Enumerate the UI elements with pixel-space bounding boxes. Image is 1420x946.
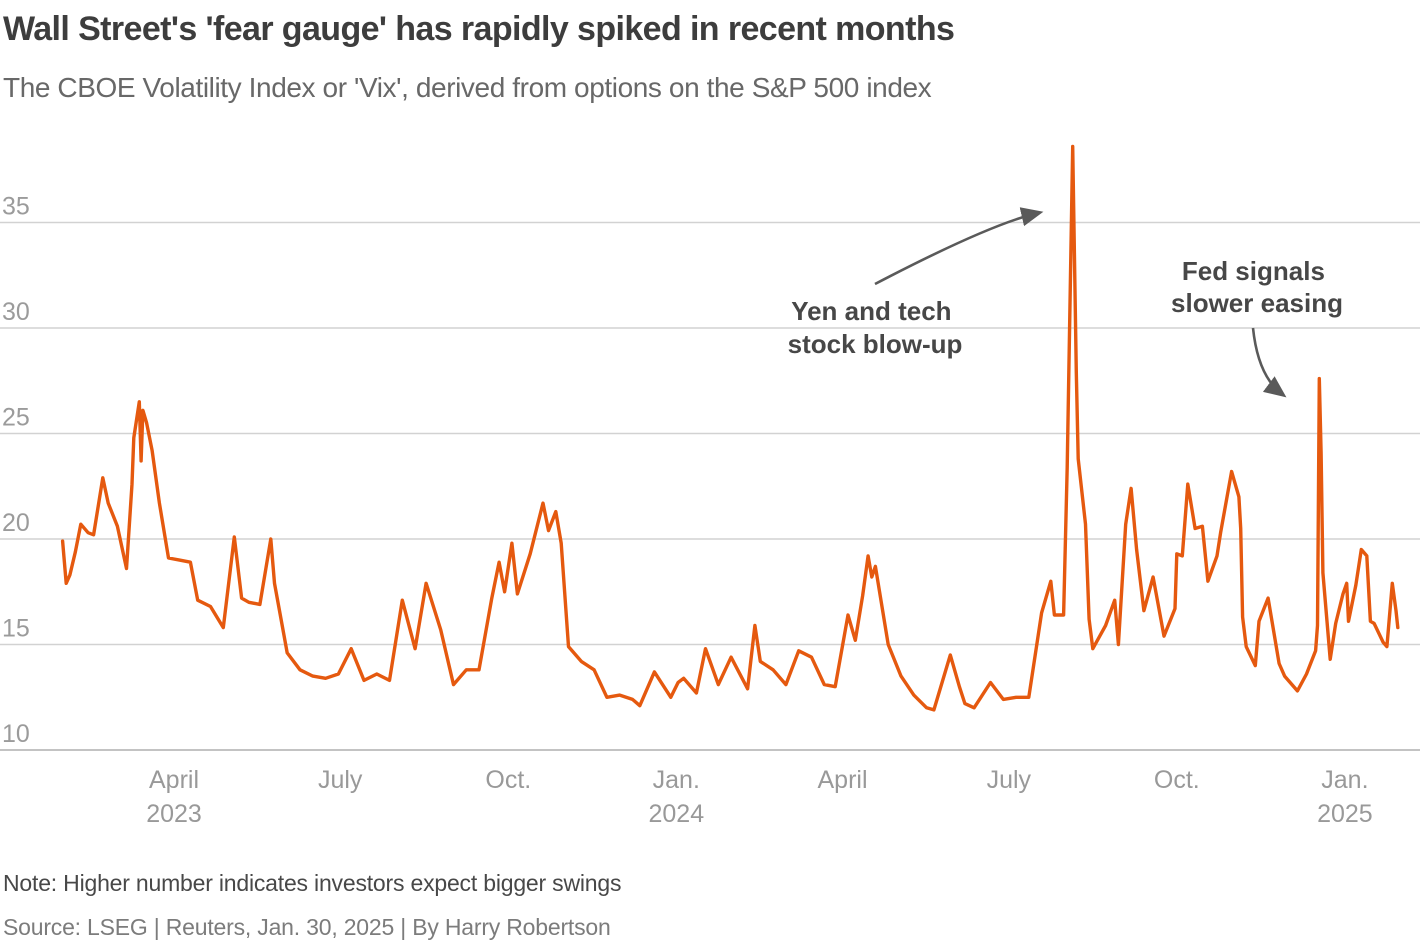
chart-subtitle: The CBOE Volatility Index or 'Vix', deri…: [3, 72, 932, 103]
x-tick-label: Jan.: [1321, 766, 1368, 794]
annotation-fed-line1: Fed signals: [1182, 256, 1325, 286]
y-tick-label-20: 20: [2, 509, 30, 537]
x-tick-label: Jan.: [653, 766, 700, 794]
y-tick-label-25: 25: [2, 404, 30, 432]
y-tick-label-35: 35: [2, 193, 30, 221]
y-tick-label-10: 10: [2, 720, 30, 748]
chart-note: Note: Higher number indicates investors …: [3, 870, 622, 896]
annotation-fed-line2: slower easing: [1171, 288, 1343, 318]
annotation-fed-easing: Fed signals slower easing: [1171, 256, 1343, 318]
vix-line: [60, 144, 1400, 712]
fed-annotation-arrow: [1251, 327, 1287, 398]
x-tick-label: April: [817, 766, 867, 794]
yen-annotation-arrow: [874, 207, 1044, 286]
x-tick-year-label: 2023: [146, 800, 202, 828]
x-tick-label: Oct.: [485, 766, 531, 794]
y-tick-label-30: 30: [2, 298, 30, 326]
y-tick-label-15: 15: [2, 615, 30, 643]
annotation-yen-line1: Yen and tech: [791, 296, 951, 326]
x-tick-label: July: [318, 766, 363, 794]
x-tick-label: July: [987, 766, 1032, 794]
x-tick-label: Oct.: [1154, 766, 1200, 794]
annotation-yen-line2: stock blow-up: [788, 329, 963, 359]
y-axis-labels: 10 15 20 25 30 35: [2, 193, 30, 749]
x-tick-label: April: [149, 766, 199, 794]
chart-title: Wall Street's 'fear gauge' has rapidly s…: [3, 10, 955, 48]
x-tick-year-label: 2024: [648, 800, 704, 828]
chart-source: Source: LSEG | Reuters, Jan. 30, 2025 | …: [3, 914, 611, 940]
x-tick-year-label: 2025: [1317, 800, 1373, 828]
annotation-yen-tech: Yen and tech stock blow-up: [788, 296, 963, 359]
x-axis-labels: April 2023 July Oct. Jan. 2024 April July Oct. Ja…: [146, 766, 1373, 828]
